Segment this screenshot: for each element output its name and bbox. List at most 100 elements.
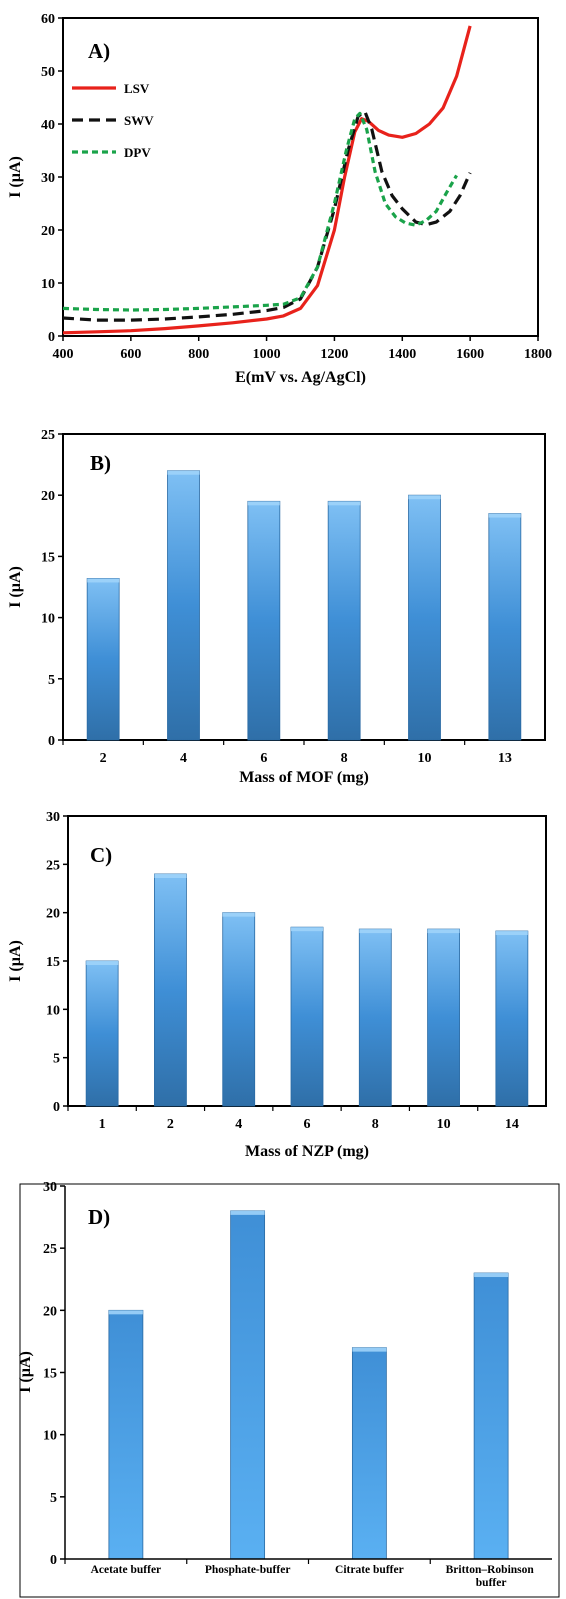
series-line-swv [62,110,472,322]
bar [488,513,522,741]
y-tick-label: 20 [46,907,60,922]
bar-cap [495,931,528,936]
series-line-dpv [62,111,458,312]
bar [495,930,529,1107]
x-tick-label: 10 [418,751,432,766]
y-tick-label: 5 [53,1052,60,1067]
panel-label: A) [88,39,110,63]
plot-frame [62,17,539,337]
x-tick-label: 8 [372,1117,379,1132]
bar [167,470,200,741]
bar-cap [427,929,460,934]
x-axis-label: Mass of NZP (mg) [245,1143,369,1160]
y-tick-label: 25 [43,1242,57,1257]
legend-label-lsv: LSV [124,81,150,96]
bar-cap [291,927,323,932]
x-tick-label: 1800 [524,347,552,362]
x-tick-label: 1600 [456,347,484,362]
x-tick-label: 1000 [253,347,281,362]
y-tick-label: 40 [41,118,55,133]
y-tick-label: 25 [46,858,60,873]
x-tick-label: Phosphate-buffer [205,1564,291,1576]
bar-cap [230,1210,265,1215]
bar-cap [167,470,200,475]
outer-border [19,1183,560,1598]
y-tick-label: 50 [41,65,55,80]
chart-d: 0 5 10 15 20 25 30 I (µA) D) Acetate buffer Phosph… [17,1180,560,1598]
bar [290,926,324,1107]
x-tick-label: 1200 [320,347,348,362]
y-tick-label: 10 [41,277,55,292]
y-tick-label: 0 [50,1553,57,1568]
bar [85,960,119,1107]
x-tick-label: Citrate buffer [335,1564,404,1576]
bar [86,578,120,741]
chart-c: 0 5 10 15 20 25 30 I (µA) C) Mass of NZP (mg) 1 2 4 6… [7,810,547,1160]
x-tick-label: 600 [120,347,141,362]
bar-cap [108,1310,143,1315]
y-tick-label: 0 [48,330,55,345]
x-tick-label: 2 [100,751,107,766]
x-tick-label: 4 [180,751,187,766]
bar [327,500,361,741]
bar [222,912,256,1107]
x-tick-label: Britton–Robinson buffer [446,1564,537,1589]
y-tick-label: 5 [50,1491,57,1506]
panel-label: B) [90,451,111,475]
bar [351,1347,387,1560]
bar-cap [352,1347,387,1352]
y-tick-label: 30 [46,810,60,825]
y-tick-label: 0 [53,1100,60,1115]
x-tick-label: 8 [341,751,348,766]
bar-cap [87,578,120,583]
bar [108,1309,144,1560]
chart-a: 0 10 20 30 40 50 60 I (µA) A) E(mV vs. Ag/AgCl) 40… [7,12,552,386]
chart-b: 0 5 10 15 20 25 I (µA) B) Mass of MOF (mg) 2 4 6 8 10… [7,428,546,786]
y-tick-label: 15 [43,1367,57,1382]
bar [408,494,441,741]
x-tick-label: 13 [498,751,512,766]
bar [358,928,392,1107]
bar-cap [86,961,119,965]
y-tick-label: 20 [41,489,55,504]
x-axis-label: E(mV vs. Ag/AgCl) [235,369,366,386]
x-tick-label: Acetate buffer [91,1564,162,1576]
y-tick-label: 30 [43,1180,57,1195]
y-axis-label: I (µA) [7,940,24,982]
y-tick-label: 25 [41,428,55,443]
y-tick-label: 20 [43,1304,57,1319]
x-tick-label: 6 [304,1117,311,1132]
bar [154,873,187,1107]
y-tick-label: 10 [43,1429,57,1444]
bar [427,928,460,1107]
y-tick-label: 60 [41,12,55,27]
x-tick-label: 400 [53,347,74,362]
y-axis-label: I (µA) [7,566,24,608]
plot-frame [62,433,546,741]
bar [247,500,281,741]
bar-cap [222,912,255,917]
bar [230,1210,266,1560]
x-axis-label: Mass of MOF (mg) [239,769,369,786]
y-tick-label: 20 [41,224,55,239]
x-tick-label: 2 [167,1117,174,1132]
y-tick-label: 5 [48,673,55,688]
legend-label-dpv: DPV [124,145,151,160]
series-line-lsv [62,25,472,335]
x-tick-label: 10 [437,1117,451,1132]
x-tick-label: 6 [260,751,267,766]
bar [473,1272,509,1560]
x-tick-label: 800 [188,347,209,362]
x-tick-label: 4 [235,1117,242,1132]
y-axis-label: I (µA) [7,156,24,198]
y-tick-label: 15 [46,955,60,970]
x-tick-label: 1 [99,1117,106,1132]
bar-cap [474,1273,509,1278]
y-tick-label: 15 [41,550,55,565]
y-axis-label: I (µA) [17,1351,34,1393]
x-tick-label: 14 [505,1117,519,1132]
bar-cap [247,501,280,506]
panel-label: D) [88,1205,110,1229]
bar-cap [488,513,521,518]
